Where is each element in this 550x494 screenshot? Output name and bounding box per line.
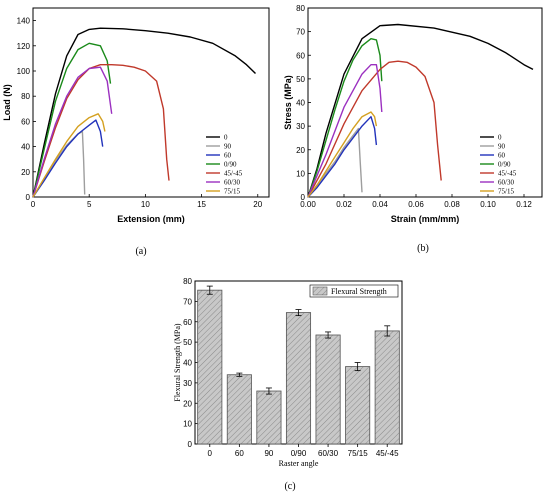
y-tick-label: 30 xyxy=(183,379,192,388)
bar xyxy=(345,366,371,445)
legend-label: 90 xyxy=(498,143,506,151)
panel-label: (c) xyxy=(284,481,295,492)
x-tick-label: 0.10 xyxy=(480,200,496,209)
panel-label: (a) xyxy=(135,246,146,257)
y-axis-title: Flexural Strength (MPa) xyxy=(173,323,182,402)
y-tick-label: 0 xyxy=(301,193,306,202)
y-tick-label: 0 xyxy=(26,193,31,202)
x-tick-label: 20 xyxy=(253,200,262,209)
bar xyxy=(374,330,400,445)
legend-label: 90 xyxy=(224,143,232,151)
y-tick-label: 60 xyxy=(183,318,192,327)
bar xyxy=(226,374,252,445)
y-tick-label: 140 xyxy=(17,17,31,26)
x-axis-title: Raster angle xyxy=(279,459,319,468)
legend-label: 0/90 xyxy=(224,161,237,169)
x-tick-label: 60 xyxy=(235,449,244,458)
x-tick-label: 0 xyxy=(31,200,36,209)
x-tick-label: 90 xyxy=(264,449,273,458)
y-tick-label: 60 xyxy=(296,51,305,60)
legend-label: 45/-45 xyxy=(224,170,243,178)
series-line-75_15 xyxy=(32,113,106,198)
x-tick-label: 0.02 xyxy=(336,200,352,209)
y-tick-label: 10 xyxy=(183,420,192,429)
x-tick-label: 10 xyxy=(141,200,150,209)
legend-label: 45/-45 xyxy=(498,170,517,178)
x-tick-label: 60/30 xyxy=(318,449,339,458)
legend-label: 75/15 xyxy=(224,188,240,196)
legend-label: 60/30 xyxy=(224,179,240,187)
x-tick-label: 45/-45 xyxy=(376,449,399,458)
y-tick-label: 80 xyxy=(183,277,192,286)
legend-box xyxy=(309,284,399,298)
series-line-0_90 xyxy=(32,42,112,198)
x-tick-label: 75/15 xyxy=(348,449,369,458)
x-tick-label: 0.12 xyxy=(516,200,532,209)
series-line-60 xyxy=(307,116,378,198)
series-line-0_90 xyxy=(307,38,383,198)
y-tick-label: 0 xyxy=(188,440,193,449)
legend-label: 60 xyxy=(224,152,232,160)
panel-b-stress-strain-chart: 0 10 20 30 40 50 60 70 80 0.00 0.02 0.04 0.06 0.08 0.1… xyxy=(283,4,543,254)
y-tick-label: 20 xyxy=(21,168,30,177)
y-tick-label: 70 xyxy=(296,28,305,37)
bar xyxy=(285,312,312,445)
y-axis-title: Stress (MPa) xyxy=(283,75,293,130)
legend-label: 75/15 xyxy=(498,188,514,196)
series-line-0 xyxy=(32,27,256,198)
legend-label: 0 xyxy=(498,134,502,142)
x-axis-title: Strain (mm/mm) xyxy=(391,214,460,224)
bar xyxy=(256,390,282,445)
plot-frame xyxy=(32,7,270,198)
x-tick-label: 0 xyxy=(208,449,213,458)
y-tick-label: 100 xyxy=(17,67,31,76)
legend-label: 0/90 xyxy=(498,161,511,169)
bar xyxy=(315,334,341,445)
series-line-0 xyxy=(307,23,534,198)
series-line-75_15 xyxy=(307,111,378,198)
x-tick-label: 5 xyxy=(87,200,92,209)
y-tick-label: 120 xyxy=(17,42,31,51)
legend-label: 60 xyxy=(498,152,506,160)
legend-swatch xyxy=(312,286,328,296)
y-tick-label: 70 xyxy=(183,297,192,306)
y-tick-label: 50 xyxy=(183,338,192,347)
series-line-60_30 xyxy=(32,66,113,198)
y-tick-label: 10 xyxy=(296,169,305,178)
x-tick-label: 0.08 xyxy=(444,200,460,209)
x-tick-label: 0.04 xyxy=(372,200,388,209)
y-tick-label: 80 xyxy=(21,92,30,101)
x-tick-label: 0/90 xyxy=(291,449,307,458)
y-tick-label: 80 xyxy=(296,4,305,13)
y-axis-title: Load (N) xyxy=(2,84,12,121)
x-tick-label: 15 xyxy=(197,200,206,209)
y-tick-label: 30 xyxy=(296,122,305,131)
x-axis-title: Extension (mm) xyxy=(117,214,185,224)
legend-label: Flexural Strength xyxy=(331,287,387,296)
y-tick-label: 50 xyxy=(296,75,305,84)
y-tick-label: 40 xyxy=(21,143,30,152)
series-line-60 xyxy=(32,119,104,198)
y-tick-label: 20 xyxy=(296,146,305,155)
y-tick-label: 20 xyxy=(183,399,192,408)
panel-c-flexural-strength-chart: 0 10 20 30 40 50 60 70 80 0 60 90 0/90 60/30 75/15 45/-… xyxy=(173,277,403,492)
series-line-45__45 xyxy=(32,64,170,198)
x-tick-label: 0.00 xyxy=(300,200,316,209)
series-line-45__45 xyxy=(307,60,442,198)
panel-label: (b) xyxy=(417,243,429,254)
y-tick-label: 40 xyxy=(296,99,305,108)
y-tick-label: 60 xyxy=(21,117,30,126)
series-line-60_30 xyxy=(307,64,383,198)
bar xyxy=(197,289,223,445)
y-tick-label: 40 xyxy=(183,359,192,368)
legend-label: 0 xyxy=(224,134,228,142)
legend: Flexural Strength xyxy=(309,284,399,298)
x-tick-label: 0.06 xyxy=(408,200,424,209)
legend-label: 60/30 xyxy=(498,179,514,187)
